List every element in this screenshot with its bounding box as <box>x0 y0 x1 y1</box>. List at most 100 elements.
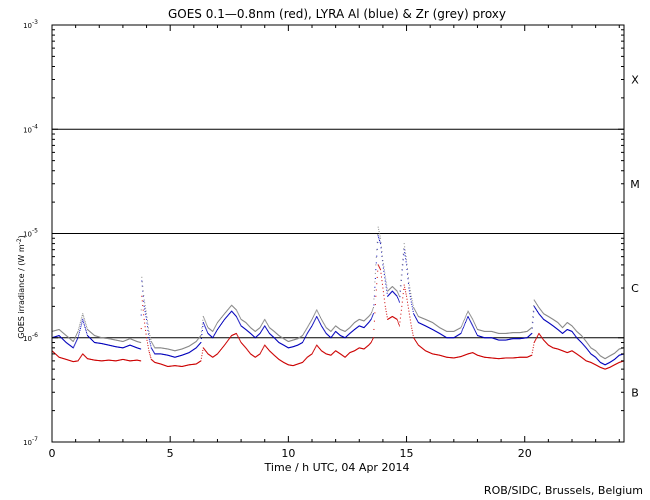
data-point <box>206 329 208 331</box>
data-point <box>264 326 266 328</box>
data-point <box>331 329 333 331</box>
data-point <box>486 337 488 339</box>
data-point <box>509 357 511 359</box>
data-point <box>440 327 442 329</box>
data-point <box>485 330 487 332</box>
data-point <box>447 337 449 339</box>
data-point <box>349 327 351 329</box>
data-point <box>403 249 405 251</box>
data-point <box>134 359 136 361</box>
data-point <box>525 331 527 333</box>
data-point <box>472 319 474 321</box>
data-point <box>426 351 428 353</box>
data-point <box>423 324 425 326</box>
data-point <box>583 344 585 346</box>
data-point <box>561 326 563 328</box>
data-point <box>184 365 186 367</box>
data-point <box>206 323 208 325</box>
data-point <box>351 325 353 327</box>
data-point <box>152 349 154 351</box>
data-point <box>146 342 148 344</box>
data-point <box>462 355 464 357</box>
data-point <box>386 316 388 318</box>
data-point <box>126 359 128 361</box>
data-point <box>103 360 105 362</box>
data-point <box>461 355 463 357</box>
data-point <box>383 266 385 268</box>
data-point <box>303 331 305 333</box>
data-point <box>78 358 80 360</box>
data-point <box>366 324 368 326</box>
data-point <box>321 320 323 322</box>
data-point <box>259 332 261 334</box>
data-point <box>160 363 162 365</box>
y-tick-base: 10 <box>23 335 32 343</box>
data-point <box>176 356 178 358</box>
data-point <box>125 345 127 347</box>
data-point <box>412 302 414 304</box>
data-point <box>503 357 505 359</box>
data-point <box>405 256 407 258</box>
data-point <box>198 337 200 339</box>
data-point <box>450 330 452 332</box>
data-point <box>420 347 422 349</box>
data-point <box>79 322 81 324</box>
data-point <box>518 338 520 340</box>
data-point <box>509 338 511 340</box>
data-point <box>219 324 221 326</box>
data-point <box>234 314 236 316</box>
data-point <box>125 346 127 348</box>
data-point <box>153 346 155 348</box>
data-point <box>501 332 503 334</box>
data-point <box>230 336 232 338</box>
data-point <box>463 354 465 356</box>
data-point <box>438 326 440 328</box>
data-point <box>492 337 494 339</box>
data-point <box>203 317 205 319</box>
data-point <box>310 326 312 328</box>
data-point <box>206 351 208 353</box>
data-point <box>316 316 318 318</box>
data-point <box>100 336 102 338</box>
data-point <box>314 312 316 314</box>
data-point <box>310 327 312 329</box>
data-point <box>483 356 485 358</box>
data-point <box>489 330 491 332</box>
data-point <box>584 339 586 341</box>
data-point <box>55 335 57 337</box>
data-point <box>99 336 101 338</box>
data-point <box>422 348 424 350</box>
data-point <box>443 335 445 337</box>
data-point <box>95 342 97 344</box>
data-point <box>582 344 584 346</box>
data-point <box>406 269 408 271</box>
data-point <box>471 323 473 325</box>
data-point <box>485 356 487 358</box>
data-point <box>61 357 63 359</box>
data-point <box>62 357 64 359</box>
data-point <box>464 323 466 325</box>
data-point <box>131 360 133 362</box>
data-point <box>564 324 566 326</box>
data-point <box>65 341 67 343</box>
data-point <box>374 281 376 283</box>
data-point <box>497 332 499 334</box>
data-point <box>262 322 264 324</box>
data-point <box>582 337 584 339</box>
y-axis-label-exponent: -2 <box>16 238 23 244</box>
data-point <box>380 243 382 245</box>
data-point <box>109 344 111 346</box>
data-point <box>92 340 94 342</box>
data-point <box>377 235 379 237</box>
data-point <box>172 356 174 358</box>
data-point <box>111 360 113 362</box>
data-point <box>91 359 93 361</box>
data-point <box>202 347 204 349</box>
data-point <box>319 348 321 350</box>
data-point <box>367 323 369 325</box>
data-point <box>152 343 154 345</box>
data-point <box>476 326 478 328</box>
data-point <box>81 354 83 356</box>
data-point <box>408 284 410 286</box>
data-point <box>449 357 451 359</box>
